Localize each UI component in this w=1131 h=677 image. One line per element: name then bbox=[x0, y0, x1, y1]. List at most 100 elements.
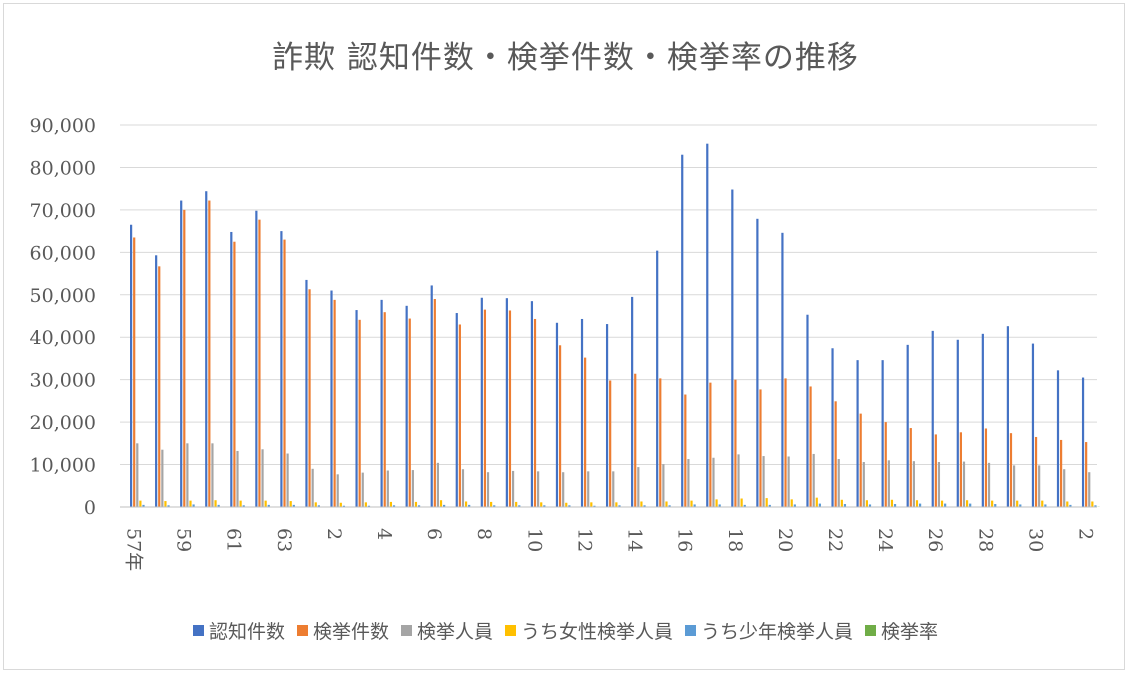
bar bbox=[815, 497, 818, 507]
bar bbox=[505, 298, 508, 507]
bar bbox=[631, 296, 634, 507]
x-tick-label: 24 bbox=[874, 528, 896, 552]
x-tick-label: 4 bbox=[373, 528, 395, 540]
bar bbox=[643, 505, 646, 507]
bar bbox=[1031, 343, 1035, 507]
bar bbox=[255, 210, 258, 508]
bar bbox=[455, 313, 458, 507]
bar bbox=[784, 378, 787, 507]
bar bbox=[718, 504, 721, 507]
bar bbox=[408, 318, 411, 507]
bar bbox=[205, 191, 208, 507]
bar bbox=[461, 469, 465, 507]
bar bbox=[565, 502, 568, 507]
bar bbox=[537, 471, 540, 507]
bar bbox=[609, 380, 612, 507]
bar bbox=[515, 501, 518, 507]
bar bbox=[317, 505, 320, 507]
bar bbox=[136, 443, 139, 507]
x-tick-label: 8 bbox=[473, 528, 495, 540]
bar bbox=[637, 467, 640, 507]
bar bbox=[937, 462, 941, 507]
y-tick-label: 80,000 bbox=[30, 157, 96, 179]
legend-swatch bbox=[685, 625, 697, 636]
bar bbox=[731, 189, 734, 507]
x-tick-label: 2 bbox=[323, 528, 345, 540]
series-1 bbox=[133, 200, 1088, 508]
y-tick-label: 30,000 bbox=[30, 370, 96, 392]
bar bbox=[790, 499, 793, 507]
bar bbox=[765, 498, 768, 507]
bar bbox=[142, 504, 145, 507]
bar bbox=[217, 504, 220, 507]
bar bbox=[580, 318, 584, 507]
bar bbox=[1094, 505, 1097, 507]
bar bbox=[909, 428, 912, 507]
bar bbox=[330, 290, 333, 507]
bar bbox=[480, 297, 483, 507]
bar bbox=[881, 360, 884, 507]
bar bbox=[584, 357, 587, 507]
bar bbox=[305, 279, 308, 507]
bar bbox=[1038, 465, 1041, 507]
bar bbox=[712, 457, 715, 507]
bar bbox=[158, 266, 161, 507]
y-axis-tick-labels: 0 10,000 20,000 30,000 40,000 50,000 60,000 70,… bbox=[30, 115, 96, 519]
bar bbox=[987, 462, 991, 507]
bar bbox=[615, 502, 618, 507]
legend-swatch bbox=[865, 625, 877, 636]
bar bbox=[912, 461, 915, 507]
bar bbox=[280, 231, 283, 508]
bar bbox=[734, 379, 737, 507]
bar bbox=[809, 386, 812, 507]
bar bbox=[934, 434, 937, 507]
bar bbox=[981, 333, 984, 507]
bar bbox=[130, 224, 133, 508]
x-tick-label: 30 bbox=[1024, 528, 1046, 552]
bar bbox=[261, 449, 264, 507]
bar bbox=[994, 504, 997, 507]
bar bbox=[308, 289, 311, 507]
bar bbox=[1088, 472, 1091, 507]
bar bbox=[562, 472, 565, 507]
gridlines bbox=[120, 124, 1097, 466]
bar bbox=[358, 319, 361, 507]
bar bbox=[656, 250, 659, 507]
legend-label: 検挙率 bbox=[881, 621, 939, 643]
bar bbox=[436, 462, 440, 507]
bar bbox=[690, 500, 693, 507]
bar bbox=[890, 499, 894, 507]
bar bbox=[1060, 439, 1063, 507]
bar bbox=[665, 501, 668, 507]
bar bbox=[906, 344, 909, 507]
bar bbox=[433, 299, 436, 507]
bar bbox=[414, 501, 418, 507]
bar bbox=[439, 500, 443, 507]
bar bbox=[587, 471, 590, 507]
y-tick-label: 50,000 bbox=[30, 285, 96, 307]
bar bbox=[383, 312, 386, 507]
bar bbox=[984, 428, 988, 507]
bar bbox=[715, 499, 718, 507]
bar bbox=[818, 503, 821, 507]
x-tick-label: 18 bbox=[724, 528, 746, 552]
bar bbox=[289, 501, 292, 507]
bar bbox=[405, 305, 408, 507]
bar bbox=[342, 505, 346, 507]
bar bbox=[186, 443, 189, 507]
bar bbox=[787, 456, 790, 507]
bar bbox=[1091, 501, 1094, 507]
bar bbox=[884, 422, 887, 507]
bar bbox=[1019, 504, 1022, 507]
x-tick-label: 61 bbox=[223, 528, 245, 552]
bar bbox=[355, 310, 358, 507]
bar bbox=[283, 239, 286, 507]
legend-label: 検挙人員 bbox=[416, 621, 493, 643]
bar bbox=[687, 459, 690, 507]
bar bbox=[386, 470, 389, 507]
x-tick-label: 26 bbox=[924, 528, 946, 552]
bar bbox=[1069, 504, 1072, 507]
x-tick-label: 59 bbox=[173, 528, 195, 552]
bar bbox=[164, 501, 167, 507]
